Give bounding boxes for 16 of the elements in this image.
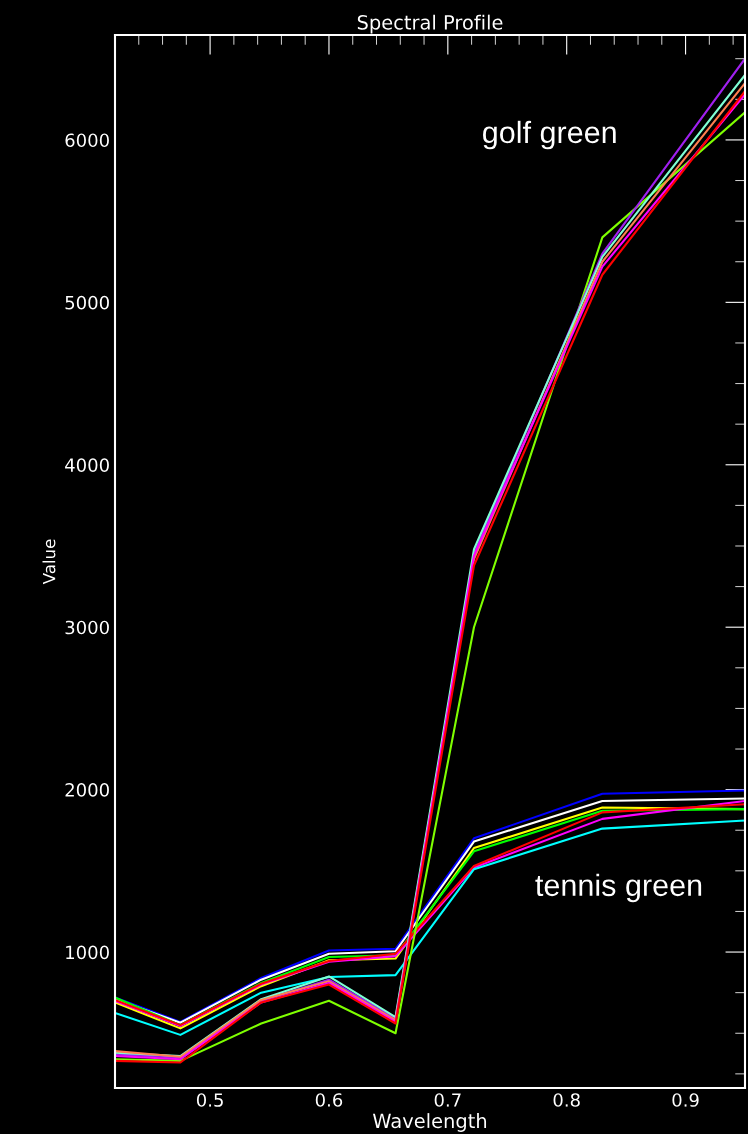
annotation: golf green (483, 120, 616, 150)
y-tick-label: 3000 (65, 620, 109, 635)
x-tick-label: 0.7 (434, 1093, 461, 1107)
x-tick-label: 0.6 (315, 1093, 343, 1107)
x-tick-label: 0.9 (672, 1093, 699, 1107)
x-tick-label: 0.8 (553, 1093, 580, 1107)
x-tick-label: 0.5 (196, 1093, 223, 1107)
chart-title: Spectral Profile (357, 14, 503, 34)
annotation: tennis green (535, 873, 702, 903)
y-tick-label: 5000 (65, 295, 109, 310)
y-axis-title: Value (42, 539, 56, 585)
y-tick-label: 4000 (65, 458, 109, 472)
y-tick-label: 1000 (66, 945, 109, 960)
y-tick-label: 2000 (65, 783, 109, 797)
y-tick-label: 6000 (65, 133, 109, 148)
x-axis-title: Wavelength (372, 1113, 487, 1132)
